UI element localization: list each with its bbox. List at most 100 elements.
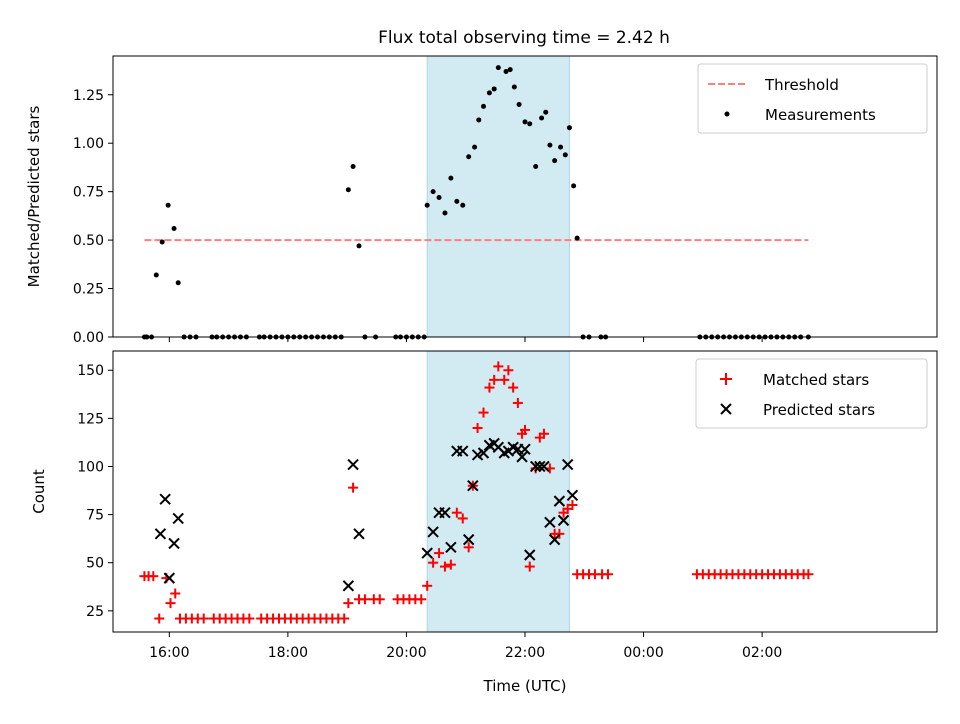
predicted-point [342, 580, 355, 592]
measurement-point [566, 125, 572, 131]
x-tick-label: 02:00 [742, 645, 782, 661]
x-tick-label: 22:00 [505, 645, 545, 661]
measurement-point [539, 115, 545, 121]
y-tick-label: 50 [86, 556, 104, 572]
matched-point [463, 542, 474, 553]
measurement-point [503, 69, 509, 75]
matched-point [554, 528, 565, 539]
measurement-point [424, 202, 430, 208]
matched-point [451, 507, 462, 518]
bottom-legend: Matched stars Predicted stars [695, 358, 928, 429]
measurement-point [350, 163, 356, 169]
matched-point [803, 569, 814, 580]
predicted-point [457, 445, 469, 457]
predicted-point [519, 443, 531, 455]
measurement-point [495, 65, 501, 71]
y-axis-label: Count [30, 469, 48, 514]
legend-matched-label: Matched stars [763, 371, 869, 389]
predicted-point [347, 458, 359, 471]
measurement-point [571, 183, 577, 189]
top-legend-frame [697, 63, 928, 134]
y-tick-label: 0.75 [73, 185, 104, 201]
y-tick-label: 150 [77, 363, 104, 379]
measurement-point [175, 280, 181, 286]
measurement-point [472, 144, 478, 150]
measurement-point [522, 119, 528, 125]
matched-point [520, 424, 530, 435]
matched-point [339, 613, 350, 624]
matched-point [489, 374, 500, 385]
measurement-point [533, 163, 539, 169]
legend-measurements-label: Measurements [765, 106, 876, 124]
measurement-point [454, 198, 460, 204]
matched-point [499, 374, 510, 385]
predicted-point [172, 512, 184, 525]
matched-point [348, 482, 359, 493]
axes-frame [112, 55, 938, 338]
measurement-point [476, 117, 482, 123]
matched-point [602, 569, 613, 580]
legend-predicted-label: Predicted stars [763, 401, 875, 419]
predicted-point [168, 537, 180, 550]
predicted-point [561, 458, 574, 471]
measurement-point [562, 152, 568, 158]
x-tick-label: 18:00 [268, 645, 308, 661]
measurement-point [436, 194, 442, 200]
measurement-point [558, 144, 564, 150]
measurement-point [543, 109, 549, 115]
x-tick-label: 16:00 [149, 645, 189, 661]
highlight-span [426, 350, 570, 633]
measurement-point [511, 84, 517, 90]
measurement-point [486, 90, 492, 96]
matched-point [493, 361, 504, 372]
legend-measurements-swatch [724, 111, 730, 117]
x-tick-label: 20:00 [386, 645, 426, 661]
matched-point [484, 382, 495, 393]
predicted-point [529, 460, 542, 473]
matched-point [472, 422, 483, 433]
measurement-point [165, 202, 171, 208]
top-panel: 0.00 0.25 0.50 0.75 1.00 1.25 Matched/Predicte… [25, 55, 938, 346]
measurement-point [356, 243, 362, 249]
measurement-point [460, 202, 466, 208]
y-axis-label: Matched/Predicted stars [25, 106, 43, 288]
x-tick-label: 00:00 [623, 645, 663, 661]
legend-threshold-label: Threshold [764, 76, 839, 94]
y-tick-label: 0.50 [73, 233, 104, 249]
matched-point [478, 407, 489, 418]
measurement-point [507, 67, 513, 73]
matched-point [503, 365, 514, 376]
predicted-point [477, 447, 490, 459]
measurement-point [527, 121, 533, 127]
matched-point [148, 571, 159, 582]
predicted-point [353, 528, 365, 540]
matched-point [508, 382, 519, 393]
measurement-point [448, 175, 454, 181]
measurement-point [159, 239, 165, 245]
measurement-point [442, 210, 448, 216]
matched-point [374, 594, 385, 605]
matched-point [439, 561, 450, 572]
measurement-point [171, 225, 177, 231]
matched-point [170, 588, 181, 599]
matched-point [538, 428, 549, 439]
predicted-point [557, 514, 570, 527]
legend-matched-swatch [720, 373, 732, 385]
measurement-point [547, 142, 553, 148]
matched-point [512, 397, 523, 408]
matched-point [154, 613, 165, 624]
matched-point [198, 613, 209, 624]
predicted-point [548, 533, 561, 546]
chart-title: Flux total observing time = 2.42 h [378, 28, 670, 48]
matched-point [524, 561, 535, 572]
matched-point [445, 559, 456, 570]
legend-predicted-swatch [720, 403, 732, 415]
measurement-point [552, 158, 558, 164]
y-tick-label: 100 [77, 459, 104, 475]
y-tick-label: 1.25 [73, 88, 104, 104]
predicted-point [439, 506, 451, 519]
predicted-point [553, 495, 566, 507]
matched-point [165, 598, 176, 609]
axes-frame [112, 350, 938, 633]
